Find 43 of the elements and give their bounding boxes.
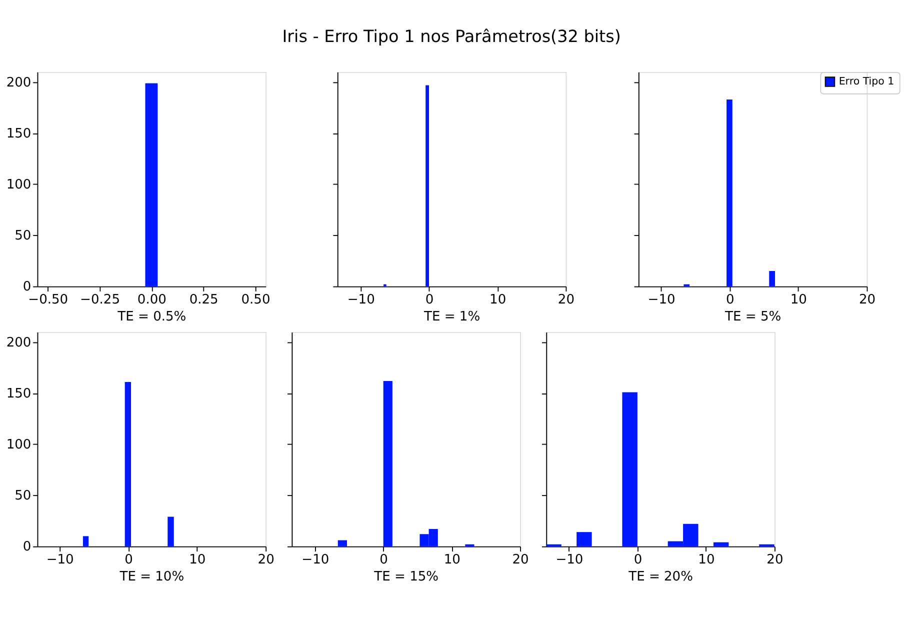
x-tick-label: 10 [189, 552, 206, 568]
y-tick-label: 100 [6, 437, 32, 452]
y-tick-label: 150 [6, 386, 32, 402]
x-tick-label: −10 [347, 292, 375, 308]
y-tick-label: 100 [6, 177, 32, 192]
x-tick-label: −10 [302, 552, 330, 568]
x-tick-label: 10 [698, 552, 715, 568]
x-tick-label: 20 [766, 552, 784, 568]
x-tick-label: 0 [634, 552, 642, 568]
x-tick-label: 0 [380, 552, 388, 568]
x-tick-label: 0 [425, 292, 434, 308]
x-axis-title: TE = 20% [628, 569, 693, 584]
y-tick-label: 200 [6, 335, 32, 350]
x-tick-label: 10 [490, 292, 506, 308]
x-axis-title: TE = 15% [373, 569, 439, 584]
x-tick-label: 0.25 [189, 292, 218, 308]
x-axis-title: TE = 10% [118, 569, 184, 584]
x-tick-label: −10 [46, 552, 74, 568]
y-tick-label: 50 [14, 488, 32, 504]
x-tick-label: 20 [858, 292, 876, 308]
x-tick-label: 10 [790, 292, 807, 308]
y-tick-label: 50 [14, 228, 32, 244]
x-axis-title: TE = 1% [422, 309, 480, 324]
x-tick-label: 20 [258, 552, 274, 568]
x-tick-label: 0 [726, 292, 734, 308]
x-tick-label: 0.50 [241, 292, 270, 308]
x-tick-label: 10 [444, 552, 460, 568]
x-tick-label: −10 [648, 292, 676, 308]
x-tick-label: 0.00 [137, 292, 166, 308]
y-tick-label: 200 [6, 75, 32, 90]
legend-label: Erro Tipo 1 [838, 76, 894, 88]
x-tick-label: 20 [512, 552, 529, 568]
x-tick-label: −10 [556, 552, 584, 568]
x-axis-title: TE = 5% [724, 309, 782, 324]
chart-title: Iris - Erro Tipo 1 nos Parâmetros(32 bits) [282, 26, 621, 46]
x-tick-label: 0 [124, 552, 133, 568]
y-tick-label: 0 [22, 280, 32, 295]
y-tick-label: 150 [6, 126, 32, 142]
x-tick-label: 20 [558, 292, 575, 308]
x-tick-label: −0.50 [28, 292, 68, 308]
x-axis-title: TE = 0.5% [116, 309, 186, 324]
y-tick-label: 0 [22, 540, 32, 555]
x-tick-label: −0.25 [80, 292, 120, 308]
